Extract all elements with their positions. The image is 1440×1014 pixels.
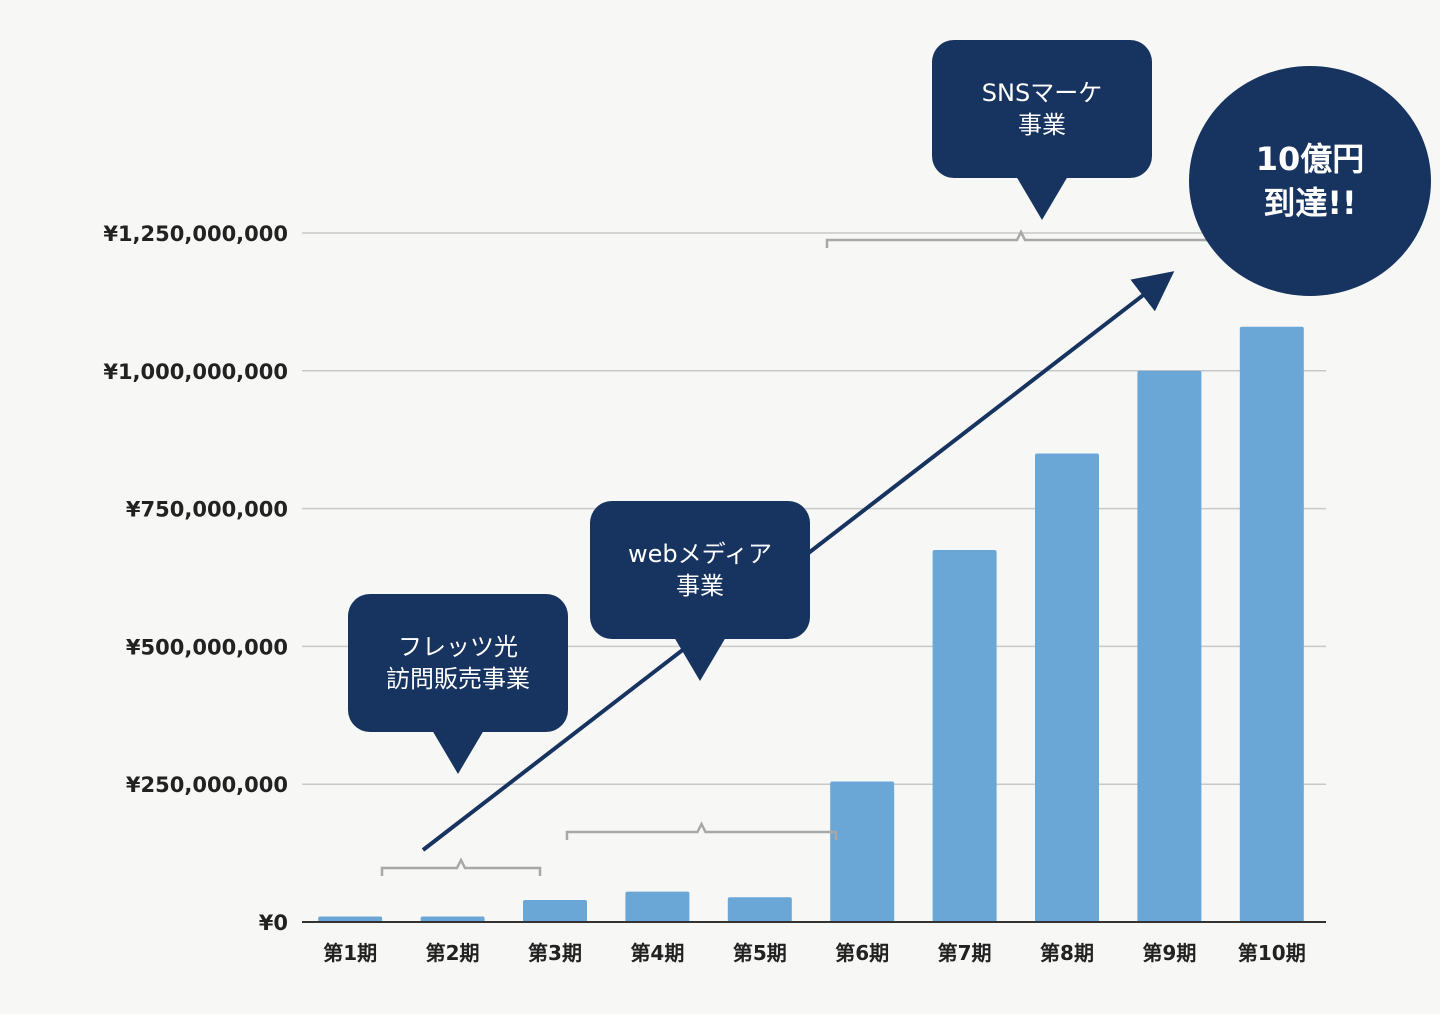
- x-tick-label: 第6期: [835, 941, 889, 965]
- x-tick-label: 第5期: [733, 941, 787, 965]
- y-tick-label: ¥0: [259, 911, 288, 935]
- bar: [727, 897, 792, 922]
- y-tick-label: ¥250,000,000: [126, 773, 288, 797]
- brace-phase1: [380, 857, 542, 876]
- brace-phase3: [825, 229, 1217, 248]
- bar: [830, 781, 895, 922]
- callout-phase2: webメディア 事業: [590, 501, 810, 639]
- y-tick-label: ¥500,000,000: [126, 635, 288, 659]
- callout-phase3: SNSマーケ 事業: [932, 40, 1152, 178]
- x-tick-label: 第3期: [528, 941, 582, 965]
- goal-badge: 10億円 到達!!: [1189, 66, 1431, 296]
- bar: [932, 549, 997, 922]
- bar: [318, 916, 383, 922]
- x-tick-label: 第7期: [938, 941, 992, 965]
- x-tick-label: 第8期: [1040, 941, 1094, 965]
- bar: [1239, 326, 1304, 923]
- brace-phase2: [565, 821, 838, 840]
- callout-phase1: フレッツ光 訪問販売事業: [348, 594, 568, 732]
- x-tick-label: 第10期: [1238, 941, 1306, 965]
- bar: [1035, 453, 1099, 922]
- x-tick-label: 第1期: [323, 941, 377, 965]
- y-tick-label: ¥1,250,000,000: [103, 222, 288, 246]
- x-tick-label: 第4期: [630, 941, 684, 965]
- y-tick-label: ¥1,000,000,000: [103, 360, 288, 384]
- bar: [420, 916, 485, 922]
- bar: [523, 899, 587, 922]
- y-tick-label: ¥750,000,000: [126, 498, 288, 522]
- x-tick-label: 第2期: [426, 941, 480, 965]
- bar: [625, 891, 690, 922]
- x-tick-label: 第9期: [1142, 941, 1196, 965]
- bar: [1137, 370, 1202, 922]
